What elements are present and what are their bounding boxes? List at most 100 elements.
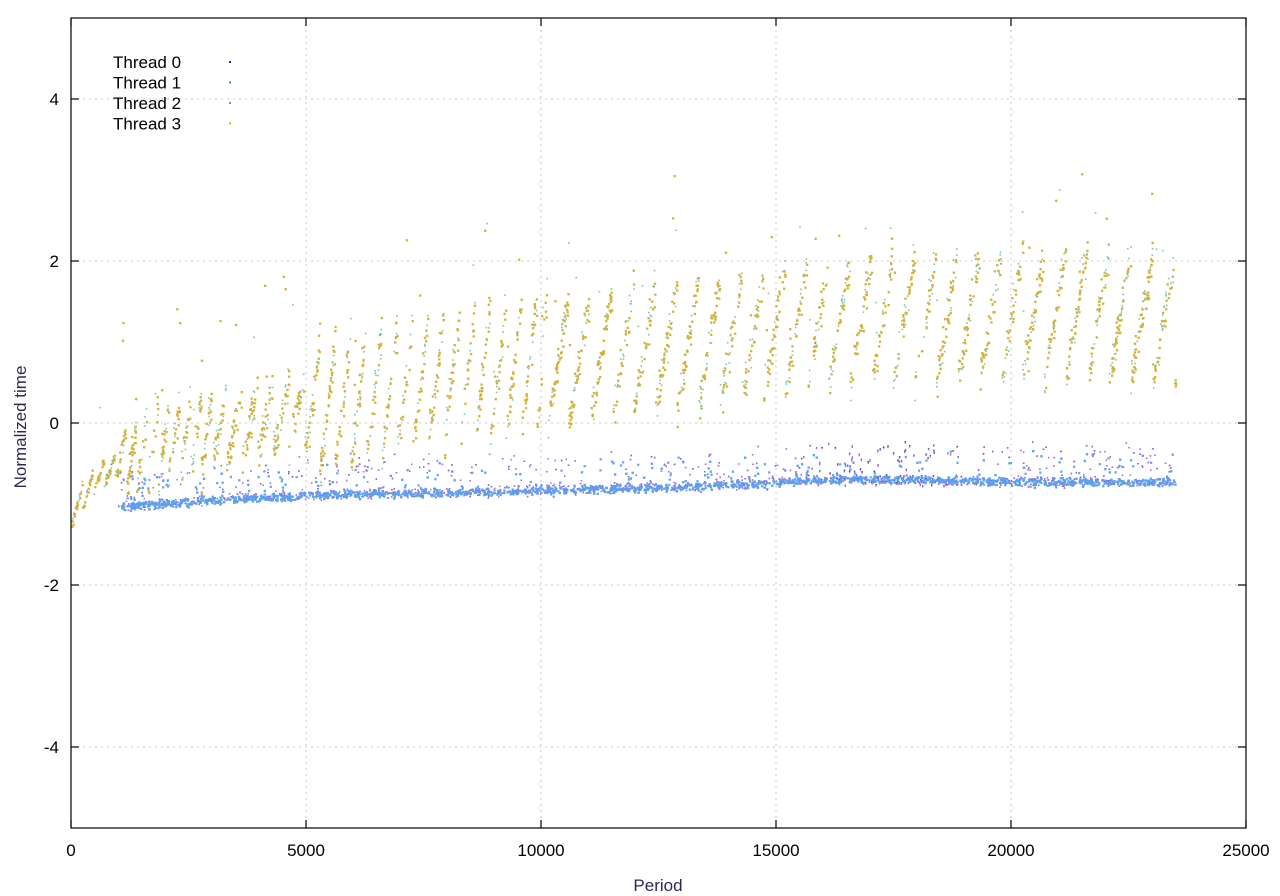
data-point-thread-1 bbox=[431, 416, 434, 418]
data-point-thread-1 bbox=[738, 282, 741, 285]
data-point-thread-1 bbox=[829, 386, 832, 388]
data-point-thread-1 bbox=[306, 450, 308, 453]
data-point-thread-1 bbox=[1086, 253, 1088, 255]
data-point-thread-1 bbox=[1104, 284, 1107, 286]
data-point-thread-1 bbox=[884, 298, 886, 301]
data-point-thread-1 bbox=[1162, 327, 1164, 330]
data-point-thread-1 bbox=[208, 415, 210, 418]
data-point-thread-1 bbox=[272, 438, 275, 441]
data-point-thread-1 bbox=[1111, 343, 1114, 346]
data-point-thread-1 bbox=[725, 383, 727, 385]
data-point-thread-1 bbox=[749, 339, 751, 341]
data-point-thread-1 bbox=[705, 366, 708, 369]
data-point-thread-1 bbox=[277, 434, 279, 436]
data-point-thread-1 bbox=[467, 359, 470, 362]
data-point-thread-1 bbox=[850, 399, 852, 402]
data-point-thread-1 bbox=[71, 518, 74, 520]
data-point-thread-1 bbox=[1072, 336, 1074, 338]
data-point-thread-1 bbox=[648, 311, 650, 314]
data-point-thread-1 bbox=[140, 471, 143, 473]
data-point-thread-1 bbox=[551, 391, 554, 393]
data-point-thread-1 bbox=[1077, 309, 1079, 311]
data-point-thread-1 bbox=[982, 367, 984, 369]
data-point-thread-1 bbox=[588, 313, 590, 316]
data-point-thread-1 bbox=[86, 489, 88, 492]
data-point-thread-1 bbox=[745, 361, 747, 364]
data-point-thread-1 bbox=[203, 447, 206, 450]
data-point-thread-1 bbox=[815, 329, 817, 332]
data-point-thread-1 bbox=[1131, 362, 1133, 365]
data-point-thread-1 bbox=[218, 423, 221, 426]
data-point-thread-1 bbox=[719, 404, 722, 406]
data-point-thread-1 bbox=[788, 377, 791, 379]
data-point-thread-1 bbox=[962, 342, 964, 344]
data-point-thread-1 bbox=[182, 437, 185, 440]
data-point-thread-1 bbox=[330, 376, 333, 379]
data-point-thread-1 bbox=[935, 385, 938, 388]
data-point-thread-1 bbox=[995, 283, 997, 286]
data-point-thread-1 bbox=[193, 408, 196, 411]
data-point-thread-1 bbox=[875, 301, 877, 304]
data-point-thread-1 bbox=[1035, 294, 1037, 296]
data-point-thread-1 bbox=[622, 355, 625, 357]
data-point-thread-1 bbox=[105, 480, 107, 483]
data-point-thread-1 bbox=[1156, 361, 1158, 364]
data-point-thread-1 bbox=[493, 370, 495, 373]
data-point-thread-1 bbox=[538, 416, 541, 419]
data-point-thread-1 bbox=[805, 258, 808, 260]
data-point-thread-1 bbox=[1049, 347, 1052, 349]
data-point-thread-1 bbox=[1024, 363, 1027, 365]
data-point-thread-1 bbox=[423, 355, 425, 357]
data-point-thread-1 bbox=[1108, 372, 1111, 375]
data-point-thread-1 bbox=[867, 272, 869, 275]
data-point-thread-1 bbox=[431, 417, 433, 419]
data-point-thread-1 bbox=[563, 321, 566, 323]
data-point-thread-1 bbox=[184, 443, 186, 445]
data-point-thread-1 bbox=[946, 298, 949, 300]
data-point-thread-1 bbox=[659, 382, 661, 385]
data-point-thread-1 bbox=[510, 378, 512, 380]
data-point-thread-1 bbox=[504, 294, 506, 296]
data-point-thread-1 bbox=[761, 274, 764, 276]
data-point-thread-1 bbox=[744, 383, 747, 385]
data-point-thread-1 bbox=[741, 381, 744, 383]
data-point-thread-1 bbox=[962, 352, 965, 355]
data-point-thread-1 bbox=[130, 465, 133, 467]
data-point-thread-1 bbox=[564, 314, 567, 316]
data-point-thread-1 bbox=[279, 414, 281, 416]
data-point-thread-1 bbox=[675, 229, 677, 232]
data-point-thread-1 bbox=[1012, 282, 1014, 285]
data-point-thread-1 bbox=[168, 484, 171, 486]
data-point-thread-1 bbox=[1161, 329, 1164, 331]
data-point-thread-1 bbox=[107, 471, 110, 473]
data-point-thread-1 bbox=[552, 402, 555, 405]
data-point-thread-1 bbox=[983, 363, 986, 365]
data-point-thread-1 bbox=[265, 423, 267, 426]
grid bbox=[70, 18, 1247, 828]
data-point-thread-1 bbox=[1094, 212, 1097, 214]
data-point-thread-1 bbox=[617, 384, 619, 387]
data-point-thread-1 bbox=[304, 436, 307, 438]
data-point-thread-1 bbox=[78, 495, 81, 497]
data-point-thread-1 bbox=[1115, 337, 1117, 339]
data-point-thread-1 bbox=[843, 301, 846, 304]
data-point-thread-1 bbox=[1041, 258, 1043, 261]
data-point-thread-1 bbox=[224, 389, 227, 392]
data-point-thread-1 bbox=[904, 306, 907, 308]
data-point-thread-1 bbox=[397, 436, 399, 438]
data-point-thread-1 bbox=[841, 305, 843, 308]
data-point-thread-1 bbox=[582, 334, 584, 336]
data-point-thread-1 bbox=[667, 361, 669, 364]
data-point-thread-1 bbox=[222, 415, 225, 418]
data-point-thread-1 bbox=[1122, 293, 1124, 296]
data-point-thread-1 bbox=[1080, 257, 1083, 259]
data-point-thread-1 bbox=[434, 396, 437, 399]
data-point-thread-1 bbox=[791, 354, 794, 357]
data-point-thread-1 bbox=[167, 410, 169, 413]
data-point-thread-1 bbox=[527, 367, 530, 370]
data-point-thread-1 bbox=[1143, 290, 1146, 292]
data-point-thread-1 bbox=[1101, 297, 1103, 299]
data-point-thread-1 bbox=[135, 421, 137, 424]
data-point-thread-1 bbox=[666, 334, 668, 336]
data-point-thread-1 bbox=[198, 409, 201, 411]
